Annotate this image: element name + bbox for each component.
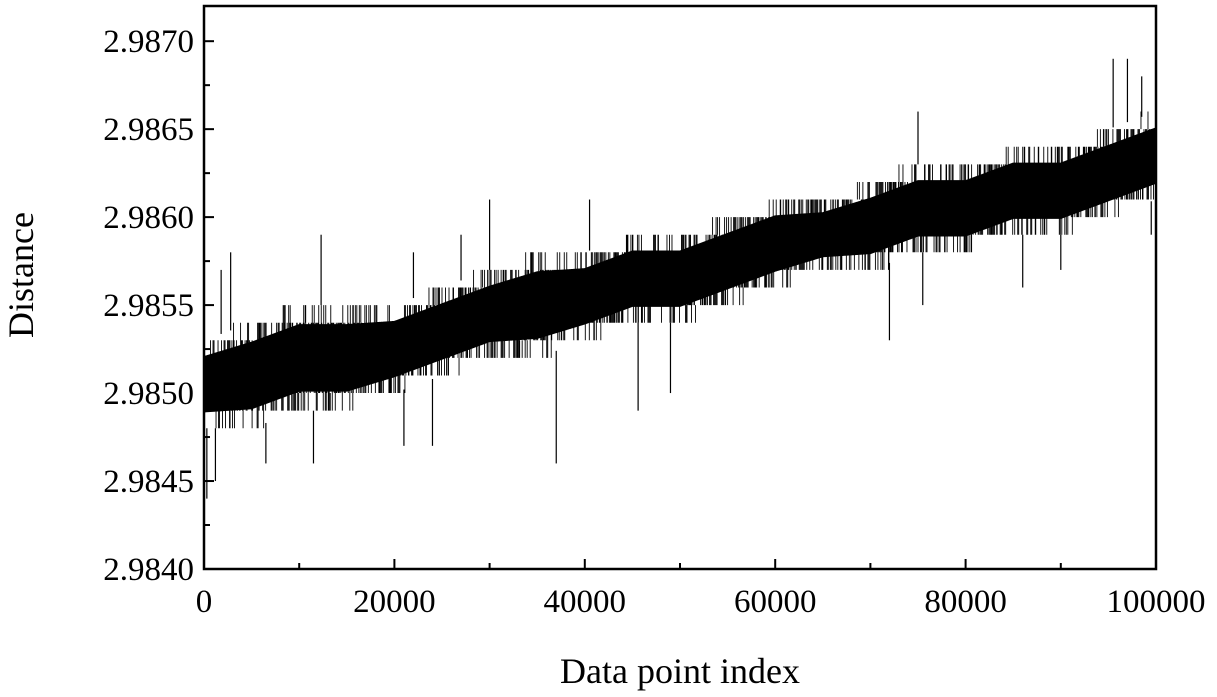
y-tick-label: 2.9860 bbox=[103, 200, 194, 236]
y-tick-label: 2.9865 bbox=[103, 112, 194, 148]
y-tick-label: 2.9850 bbox=[103, 376, 194, 412]
axes-layer: 2.9840 2.9845 2.9850 2.9855 2.9860 2.9865 2.98… bbox=[103, 24, 1205, 620]
y-tick-label: 2.9870 bbox=[103, 24, 194, 60]
x-axis-title: Data point index bbox=[560, 651, 800, 691]
y-tick-label: 2.9845 bbox=[103, 464, 194, 500]
data-series-layer bbox=[203, 58, 1157, 499]
data-series-core bbox=[203, 127, 1157, 413]
y-axis-title: Distance bbox=[1, 212, 41, 338]
x-tick-label: 100000 bbox=[1107, 584, 1206, 620]
y-tick-label: 2.9840 bbox=[103, 552, 194, 588]
x-tick-label: 0 bbox=[196, 584, 213, 620]
x-tick-label: 20000 bbox=[353, 584, 436, 620]
x-tick-label: 60000 bbox=[734, 584, 817, 620]
y-tick-label: 2.9855 bbox=[103, 288, 194, 324]
x-tick-label: 40000 bbox=[544, 584, 627, 620]
x-tick-label: 80000 bbox=[924, 584, 1007, 620]
